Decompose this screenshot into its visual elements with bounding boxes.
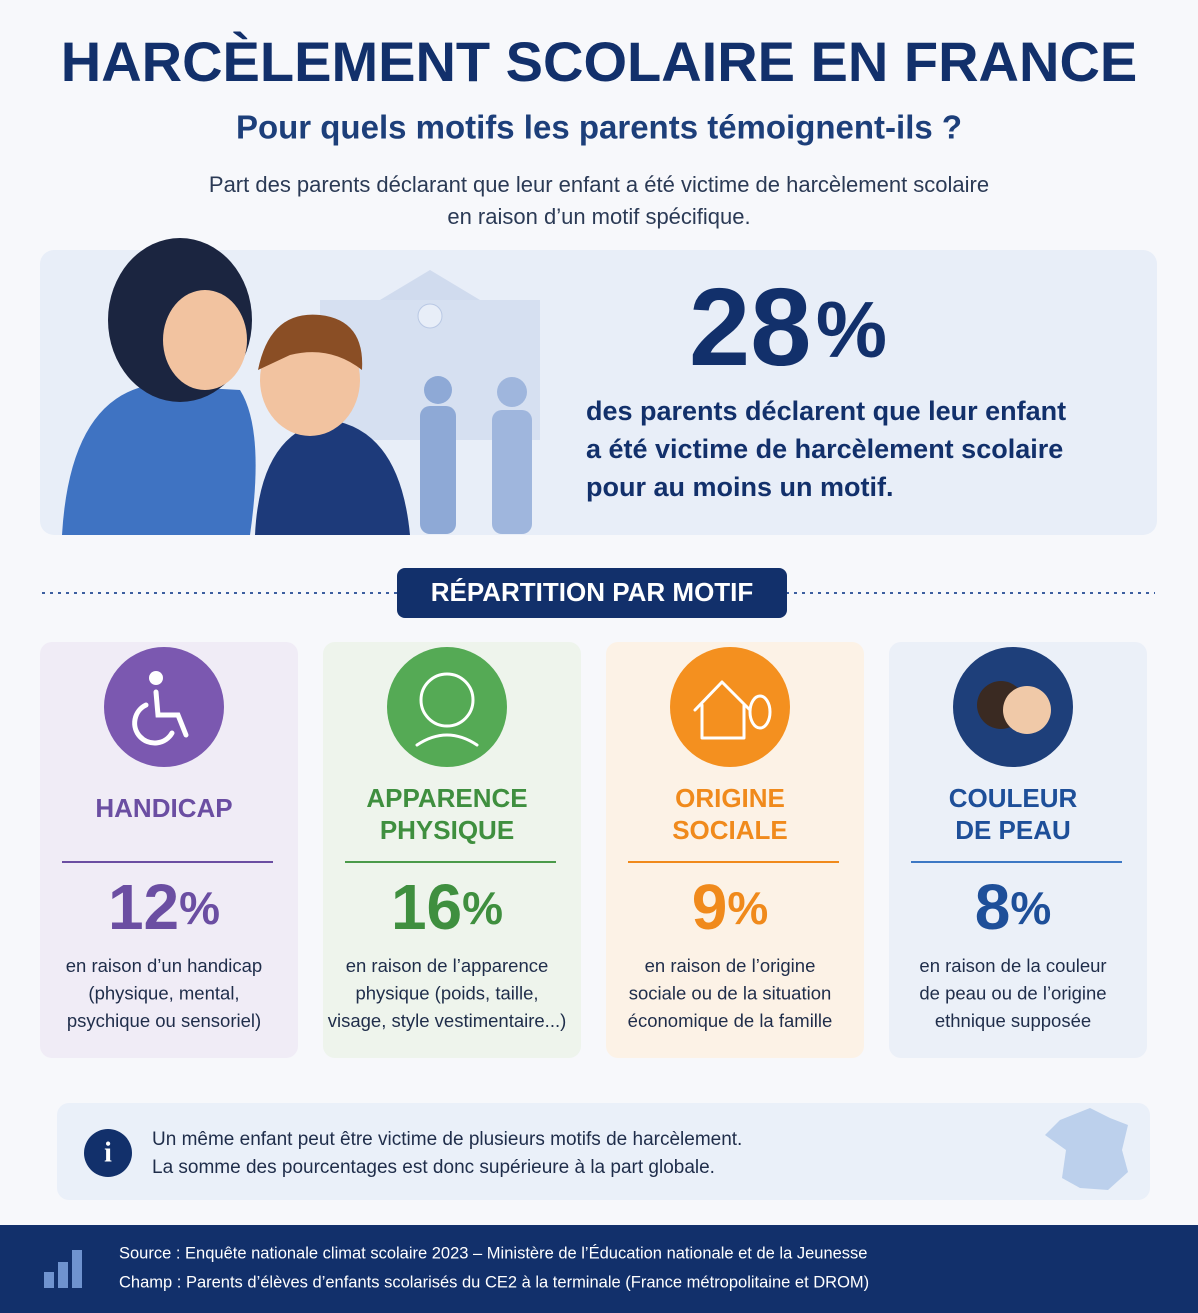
motif-card xyxy=(606,642,864,1058)
motif-value: 12% xyxy=(108,871,220,943)
motif-number: 9 xyxy=(692,871,728,943)
subtitle: Pour quels motifs les parents témoignent… xyxy=(236,109,962,146)
section-badge xyxy=(397,568,787,618)
motif-description: en raison d’un handicap xyxy=(66,955,262,976)
highlight-text: a été victime de harcèlement scolaire xyxy=(586,434,1063,464)
motif-number: 16 xyxy=(391,871,462,943)
motif-description: de peau ou de l’origine xyxy=(919,982,1106,1003)
motif-number: 8 xyxy=(975,871,1011,943)
motif-label: COULEUR xyxy=(949,783,1078,813)
info-glyph: i xyxy=(104,1137,112,1168)
motif-unit: % xyxy=(1010,882,1051,934)
child-head xyxy=(424,376,452,404)
motif-label: SOCIALE xyxy=(672,815,788,845)
footer-icon xyxy=(72,1250,82,1288)
highlight-text: pour au moins un motif. xyxy=(586,472,893,502)
motif-card xyxy=(40,642,298,1058)
motif-description: psychique ou sensoriel) xyxy=(67,1010,261,1031)
motif-value: 16% xyxy=(391,871,503,943)
motif-description: en raison de la couleur xyxy=(919,955,1106,976)
motif-description: en raison de l’apparence xyxy=(346,955,549,976)
motif-description: sociale ou de la situation xyxy=(629,982,832,1003)
note-text: La somme des pourcentages est donc supér… xyxy=(152,1157,715,1178)
motif-description: ethnique supposée xyxy=(935,1010,1091,1031)
icon-part xyxy=(132,702,175,746)
france-map xyxy=(1045,1108,1128,1190)
motif-value: 9% xyxy=(692,871,769,943)
motif-value: 8% xyxy=(975,871,1052,943)
motif-icon xyxy=(104,647,224,767)
title: HARCÈLEMENT SCOLAIRE EN FRANCE xyxy=(61,30,1137,93)
child-head xyxy=(497,377,527,407)
motif-icon xyxy=(387,647,507,767)
footer-icon xyxy=(58,1262,68,1288)
child-body xyxy=(420,406,456,534)
child-body xyxy=(492,410,532,534)
motif-description: économique de la famille xyxy=(628,1010,833,1031)
motif-label: ORIGINE xyxy=(675,783,785,813)
highlight-value: 28 % xyxy=(689,266,887,389)
note-text: Un même enfant peut être victime de plus… xyxy=(152,1129,742,1150)
motif-label: HANDICAP xyxy=(95,793,232,823)
icon-part xyxy=(415,733,479,747)
motif-label: APPARENCE xyxy=(366,783,527,813)
boy-hair xyxy=(258,314,363,370)
school-roof xyxy=(380,270,480,300)
motif-description: physique (poids, taille, xyxy=(355,982,538,1003)
description: en raison d’un motif spécifique. xyxy=(447,204,750,229)
motif-card xyxy=(889,642,1147,1058)
highlight-number: 28 xyxy=(689,266,811,389)
mother-body xyxy=(62,385,256,535)
motif-unit: % xyxy=(727,882,768,934)
section-title: RÉPARTITION PAR MOTIF xyxy=(431,577,754,607)
motif-label: PHYSIQUE xyxy=(380,815,514,845)
footer xyxy=(0,1225,1198,1313)
icon-part xyxy=(149,671,163,685)
footer-icon xyxy=(44,1272,54,1288)
footer-text: Source : Enquête nationale climat scolai… xyxy=(119,1243,867,1262)
icon-part xyxy=(748,694,772,730)
motif-number: 12 xyxy=(108,871,179,943)
icon-part xyxy=(419,672,475,728)
footer-text: Champ : Parents d’élèves d’enfants scola… xyxy=(119,1273,869,1291)
highlight-text: des parents déclarent que leur enfant xyxy=(586,396,1066,426)
motif-label: DE PEAU xyxy=(955,815,1071,845)
motif-cards: HANDICAP 12% en raison d’un handicap (physi… xyxy=(40,642,1147,1058)
motif-description: (physique, mental, xyxy=(88,982,239,1003)
motif-unit: % xyxy=(462,882,503,934)
icon-part xyxy=(1003,686,1051,734)
hero-illustration xyxy=(62,238,540,535)
info-icon xyxy=(84,1129,132,1177)
icon-part xyxy=(153,689,189,738)
clock xyxy=(417,303,443,329)
highlight-unit: % xyxy=(816,285,887,374)
motif-description: visage, style vestimentaire...) xyxy=(328,1010,567,1031)
description: Part des parents déclarant que leur enfa… xyxy=(209,172,989,197)
motif-description: en raison de l’origine xyxy=(645,955,816,976)
boy-body xyxy=(255,420,410,535)
motif-icon xyxy=(670,647,790,767)
motif-card xyxy=(323,642,581,1058)
note-panel xyxy=(57,1103,1150,1200)
mother-face xyxy=(163,290,247,390)
icon-part xyxy=(693,680,752,740)
motif-unit: % xyxy=(179,882,220,934)
